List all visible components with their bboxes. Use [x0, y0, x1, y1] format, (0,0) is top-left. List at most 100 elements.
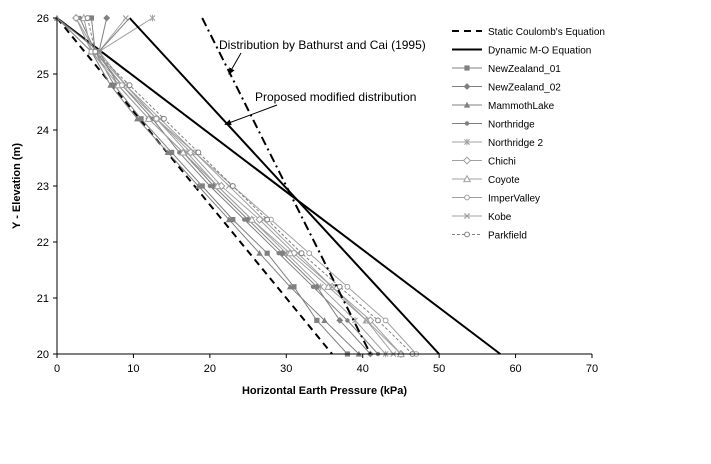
legend-label: Northridge: [488, 120, 535, 131]
x-tick-label: 0: [54, 363, 60, 375]
data-point: [314, 317, 320, 323]
data-point: [321, 317, 328, 323]
legend-label: Chichi: [488, 157, 516, 168]
series-mammothlake: [53, 14, 363, 357]
data-point: [298, 250, 305, 257]
legend-label: Parkfield: [488, 231, 527, 242]
series-line: [56, 17, 501, 355]
series-kobe: [96, 14, 397, 358]
data-point: [134, 115, 141, 122]
data-point: [107, 82, 114, 88]
y-axis-title: Y - Elevation (m): [11, 143, 23, 229]
data-point: [291, 284, 297, 290]
data-point: [144, 114, 153, 122]
legend-label: Static Coulomb's Equation: [488, 27, 605, 38]
data-point: [195, 149, 202, 156]
series-coyote: [79, 13, 405, 358]
series-impervalley: [73, 15, 420, 357]
data-point: [462, 174, 472, 183]
data-point: [464, 65, 470, 71]
series-line: [128, 17, 440, 355]
data-point: [345, 318, 350, 323]
x-tick-label: 70: [586, 363, 598, 375]
data-point: [463, 101, 471, 108]
legend-label: Northridge 2: [488, 138, 543, 149]
annotation-arrow: [228, 52, 242, 75]
data-point: [264, 216, 271, 223]
legend-label: NewZealand_02: [488, 83, 561, 94]
y-tick-label: 22: [37, 237, 49, 249]
data-point: [463, 83, 471, 90]
data-point: [138, 116, 144, 122]
data-point: [276, 251, 281, 256]
data-point: [462, 156, 472, 165]
data-point: [103, 14, 111, 22]
series-line: [98, 17, 394, 355]
data-point: [169, 149, 175, 155]
legend-item: Dynamic M-O Equation: [452, 46, 591, 57]
legend-label: Dynamic M-O Equation: [488, 46, 591, 57]
y-tick-label: 23: [37, 181, 49, 193]
x-tick-label: 40: [357, 363, 369, 375]
data-point: [73, 15, 80, 21]
data-point: [207, 183, 213, 189]
series-dynamic-m-o-equation: [56, 17, 501, 355]
data-point: [352, 317, 359, 324]
data-point: [463, 212, 471, 220]
series-line: [201, 17, 372, 355]
legend-label: NewZealand_01: [488, 64, 561, 75]
data-point: [310, 284, 316, 289]
legend-item: Chichi: [452, 156, 516, 168]
data-point: [225, 216, 233, 223]
x-tick-label: 30: [280, 363, 292, 375]
series-line: [98, 17, 386, 355]
data-point: [119, 82, 125, 89]
legend: Static Coulomb's Equation Dynamic M-O Equ…: [452, 27, 605, 242]
data-point: [84, 15, 91, 21]
data-point: [336, 283, 343, 290]
legend-label: Kobe: [488, 212, 512, 223]
legend-label: ImperValley: [488, 194, 540, 205]
series-line: [56, 17, 130, 53]
series-reference-14: [56, 17, 130, 53]
series-chichi: [72, 13, 406, 359]
data-point: [164, 149, 172, 155]
data-point: [286, 248, 295, 257]
data-point: [149, 14, 156, 22]
x-axis-title: Horizontal Earth Pressure (kPa): [242, 385, 407, 397]
data-point: [464, 194, 470, 201]
data-point: [161, 115, 167, 122]
x-tick-label: 20: [204, 363, 216, 375]
legend-item: Parkfield: [452, 231, 527, 242]
legend-item: Static Coulomb's Equation: [452, 27, 605, 38]
data-point: [126, 82, 133, 89]
data-point: [88, 15, 94, 21]
series-northridge-2: [96, 14, 389, 358]
data-point: [329, 283, 336, 290]
x-tick-label: 60: [509, 363, 521, 375]
legend-item: NewZealand_02: [452, 83, 561, 94]
data-point: [230, 217, 236, 223]
data-point: [375, 317, 381, 324]
data-point: [306, 250, 313, 257]
series-line: [56, 17, 333, 355]
data-point: [195, 182, 202, 189]
axes-layer: 0 10 20 30 40 50 60 70 20 21 22 23 24 25 26: [37, 13, 598, 375]
data-point: [286, 283, 294, 290]
data-point: [324, 282, 333, 290]
data-point: [336, 317, 344, 324]
y-tick-label: 24: [37, 125, 49, 137]
legend-label: MammothLake: [488, 101, 555, 112]
y-tick-label: 21: [37, 293, 49, 305]
data-point: [213, 181, 222, 190]
series-reference-12: [201, 17, 372, 355]
y-tick-label: 25: [37, 69, 49, 81]
data-point: [264, 250, 270, 256]
series-layer: [53, 13, 501, 359]
data-point: [464, 231, 470, 238]
data-point: [229, 183, 236, 189]
y-tick-label: 26: [37, 13, 49, 25]
data-point: [344, 283, 351, 290]
data-point: [464, 138, 470, 146]
data-point: [464, 121, 470, 126]
